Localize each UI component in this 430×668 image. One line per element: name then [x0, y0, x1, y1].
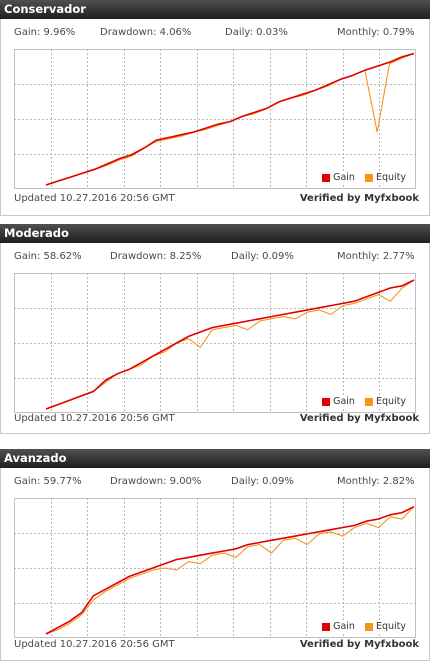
widget-moderado: Moderado Gain: 58.62% Drawdown: 8.25% Da…	[0, 224, 430, 434]
widget-body: Gain: 9.96% Drawdown: 4.06% Daily: 0.03%…	[0, 19, 430, 216]
daily-stat: Daily: 0.03%	[225, 27, 288, 38]
gain-stat: Gain: 9.96%	[14, 27, 76, 38]
verified-link[interactable]: Verified by Myfxbook	[299, 193, 419, 204]
drawdown-stat: Drawdown: 9.00%	[110, 476, 202, 487]
chart-legend: Gain Equity	[316, 172, 406, 183]
drawdown-stat: Drawdown: 4.06%	[100, 27, 192, 38]
daily-stat: Daily: 0.09%	[231, 476, 294, 487]
monthly-stat: Monthly: 2.82%	[337, 476, 415, 487]
legend-gain-label: Gain	[333, 621, 355, 632]
gain-series-line	[45, 52, 415, 186]
legend-gain-label: Gain	[333, 396, 355, 407]
widget-title: Conservador	[0, 0, 430, 19]
monthly-stat: Monthly: 2.77%	[337, 251, 415, 262]
gain-swatch	[322, 397, 331, 406]
widget-body: Gain: 58.62% Drawdown: 8.25% Daily: 0.09…	[0, 243, 430, 434]
equity-chart: Gain Equity	[14, 498, 416, 638]
widget-conservador: Conservador Gain: 9.96% Drawdown: 4.06% …	[0, 0, 430, 216]
gain-swatch	[322, 622, 331, 631]
chart-svg	[14, 498, 416, 638]
updated-text: Updated 10.27.2016 20:56 GMT	[14, 639, 175, 650]
widget-footer: Updated 10.27.2016 20:56 GMT Verified by…	[14, 193, 419, 207]
widget-footer: Updated 10.27.2016 20:56 GMT Verified by…	[14, 413, 419, 427]
equity-swatch	[364, 622, 373, 631]
gain-swatch	[322, 173, 331, 182]
monthly-stat: Monthly: 0.79%	[337, 27, 415, 38]
equity-swatch	[364, 397, 373, 406]
chart-legend: Gain Equity	[316, 396, 406, 407]
widget-body: Gain: 59.77% Drawdown: 9.00% Daily: 0.09…	[0, 468, 430, 661]
gain-stat: Gain: 59.77%	[14, 476, 82, 487]
verified-link[interactable]: Verified by Myfxbook	[299, 639, 419, 650]
chart-svg	[14, 273, 416, 413]
gain-series-line	[45, 505, 415, 635]
updated-text: Updated 10.27.2016 20:56 GMT	[14, 413, 175, 424]
drawdown-stat: Drawdown: 8.25%	[110, 251, 202, 262]
stats-row: Gain: 9.96% Drawdown: 4.06% Daily: 0.03%…	[14, 27, 419, 41]
equity-swatch	[364, 173, 373, 182]
legend-equity-label: Equity	[375, 621, 406, 632]
legend-equity-label: Equity	[375, 172, 406, 183]
chart-legend: Gain Equity	[316, 621, 406, 632]
equity-series-line	[45, 506, 415, 635]
widget-title: Avanzado	[0, 449, 430, 468]
gain-series-line	[45, 279, 415, 410]
gain-stat: Gain: 58.62%	[14, 251, 82, 262]
legend-gain-label: Gain	[333, 172, 355, 183]
widget-footer: Updated 10.27.2016 20:56 GMT Verified by…	[14, 639, 419, 653]
verified-link[interactable]: Verified by Myfxbook	[299, 413, 419, 424]
legend-equity-label: Equity	[375, 396, 406, 407]
updated-text: Updated 10.27.2016 20:56 GMT	[14, 193, 175, 204]
widget-avanzado: Avanzado Gain: 59.77% Drawdown: 9.00% Da…	[0, 449, 430, 661]
stats-row: Gain: 59.77% Drawdown: 9.00% Daily: 0.09…	[14, 476, 419, 490]
widget-title: Moderado	[0, 224, 430, 243]
equity-chart: Gain Equity	[14, 273, 416, 413]
stats-row: Gain: 58.62% Drawdown: 8.25% Daily: 0.09…	[14, 251, 419, 265]
equity-series-line	[45, 279, 415, 410]
equity-chart: Gain Equity	[14, 49, 416, 189]
chart-svg	[14, 49, 416, 189]
daily-stat: Daily: 0.09%	[231, 251, 294, 262]
